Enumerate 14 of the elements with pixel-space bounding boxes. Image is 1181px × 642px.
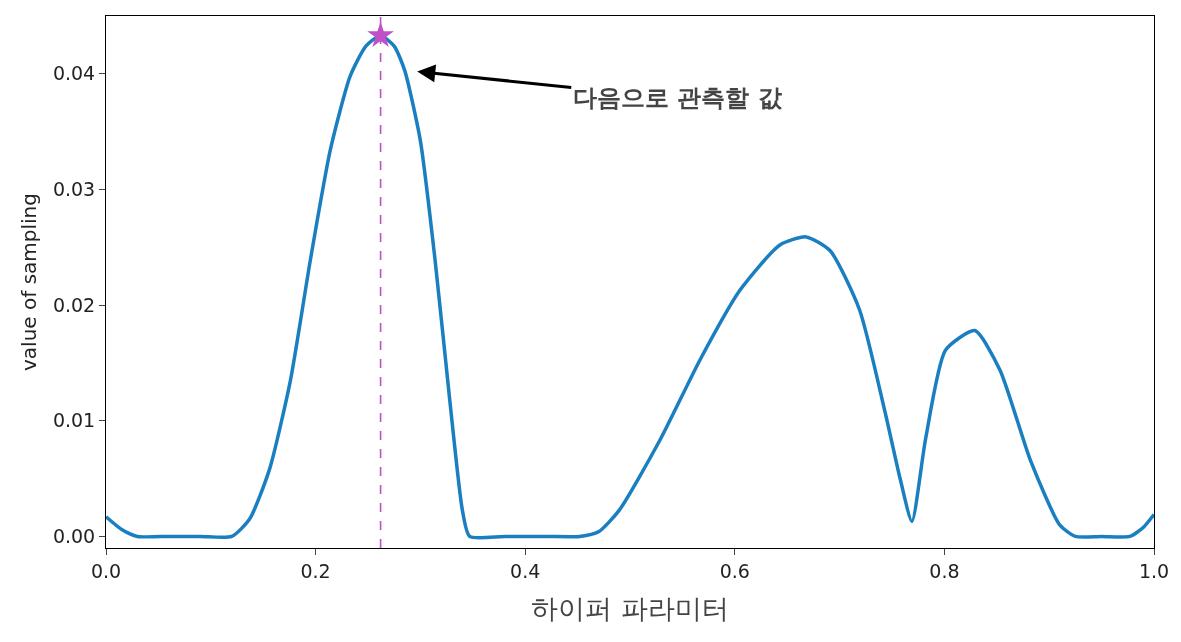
x-axis-title: 하이퍼 파라미터 [531, 593, 729, 625]
y-tick-label: 0.01 [52, 409, 96, 432]
x-tick-label: 0.8 [929, 559, 960, 582]
annotation: 다음으로 관측할 값 [573, 84, 782, 112]
y-tick-label: 0.02 [52, 293, 96, 316]
x-tick-label: 0.0 [90, 559, 122, 582]
x-tick-label: 0.4 [510, 559, 541, 582]
y-tick-label: 0.04 [52, 62, 96, 85]
y-tick-label: 0.03 [52, 178, 96, 201]
y-axis-title: value of sampling [17, 193, 42, 371]
x-tick-label: 0.6 [719, 559, 750, 582]
x-tick-label: 0.2 [300, 559, 331, 582]
x-tick-label: 1.0 [1138, 559, 1170, 582]
y-tick-label: 0.00 [52, 525, 96, 548]
